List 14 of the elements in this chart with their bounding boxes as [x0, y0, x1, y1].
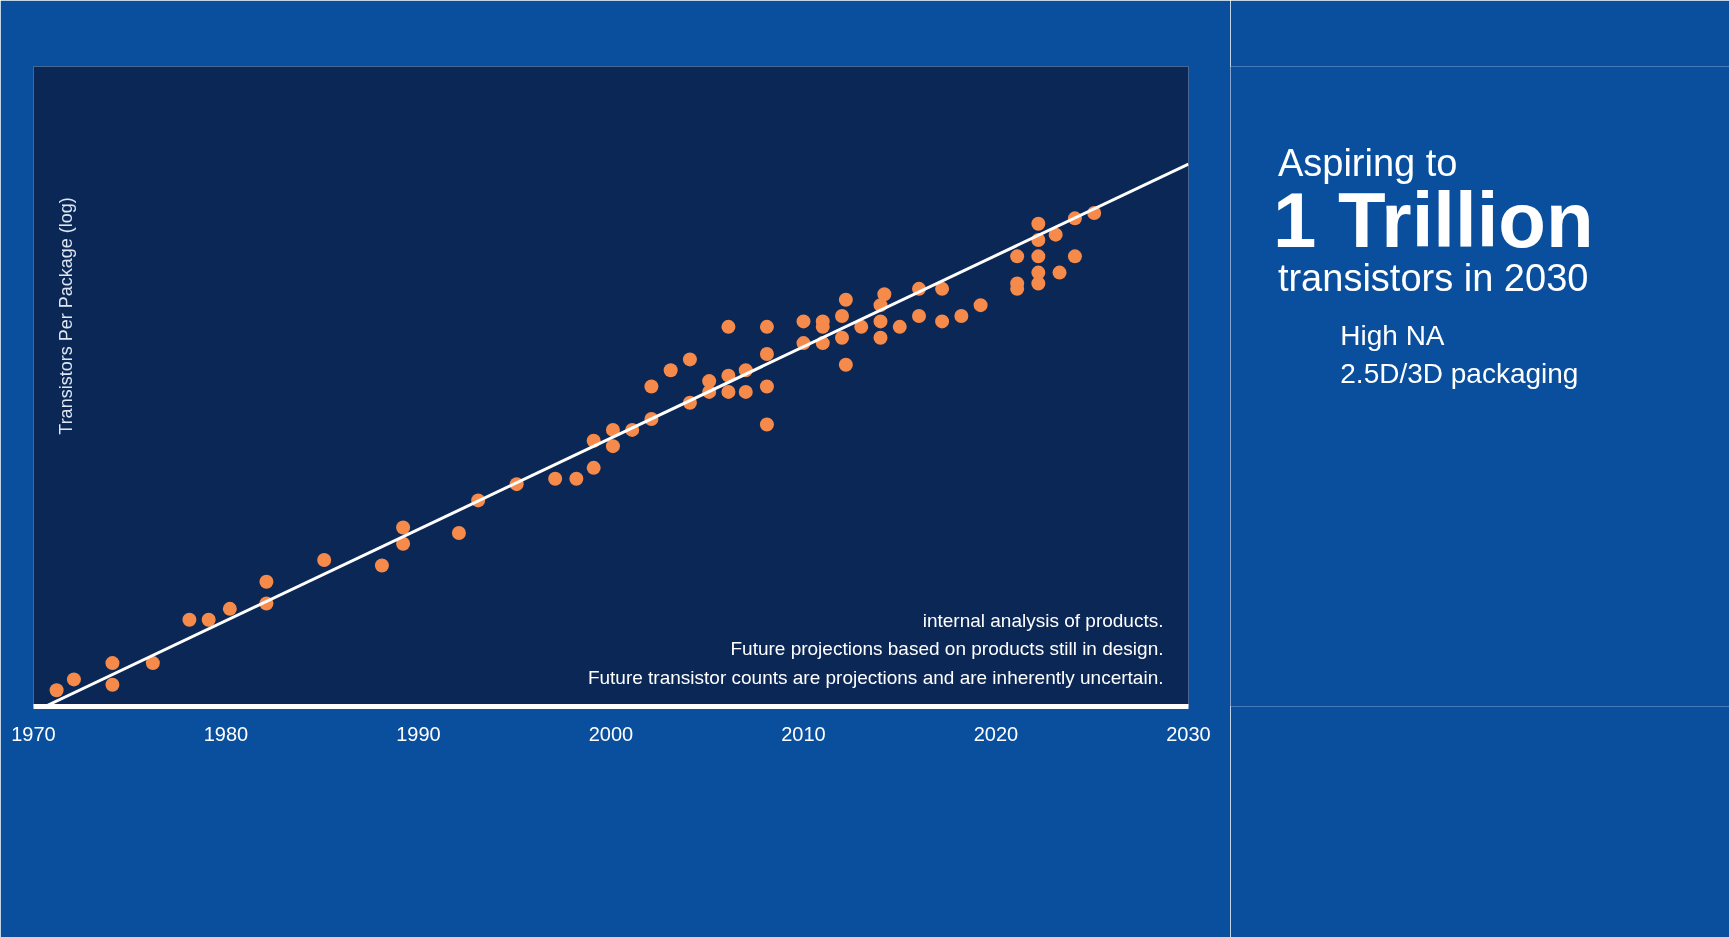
annotation: Future transistor counts are projections and are inherently uncertain. [587, 667, 1164, 689]
x-tick-label: 2000 [588, 722, 634, 745]
x-tick-label: 2030 [1166, 722, 1211, 745]
x-tick-label: 2020 [973, 722, 1019, 745]
text: High NA [1340, 319, 1445, 351]
y-axis-title: Transistors Per Package (log) [56, 197, 77, 435]
text: 2.5D/3D packaging [1340, 358, 1579, 390]
x-tick-label: 1980 [203, 722, 249, 745]
x-tick-label: 2010 [781, 722, 826, 745]
annotation: Future projections based on products still in design. [730, 638, 1164, 660]
x-tick-label: 1970 [11, 722, 56, 745]
text: transistors in 2030 [1277, 256, 1589, 299]
annotation: internal analysis of products. [922, 609, 1164, 631]
x-tick-label: 1990 [396, 722, 441, 745]
